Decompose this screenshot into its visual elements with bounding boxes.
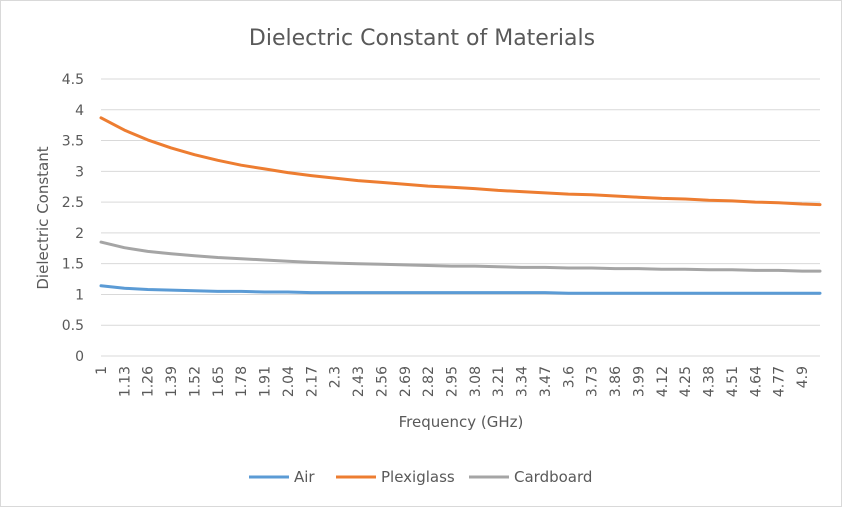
x-tick-label: 4.9	[795, 366, 811, 388]
y-axis-tick-labels: 0 0.5 1 1.5 2 2.5 3 3.5 4 4.5	[62, 72, 84, 365]
x-tick-label: 4.25	[678, 366, 694, 397]
x-tick-label: 1.52	[187, 366, 203, 397]
y-tick-label: 4	[75, 103, 84, 119]
y-tick-label: 0.5	[62, 318, 84, 334]
x-tick-label: 3.99	[631, 366, 647, 397]
x-tick-label: 1.26	[141, 366, 157, 397]
x-tick-label: 1	[94, 366, 110, 375]
x-tick-label: 2.43	[351, 366, 367, 397]
y-tick-label: 3.5	[62, 134, 84, 150]
x-tick-label: 2.04	[281, 366, 297, 397]
x-tick-label: 3.73	[585, 366, 601, 397]
x-axis-title: Frequency (GHz)	[399, 413, 524, 431]
series-line-plexiglass	[99, 116, 822, 207]
x-tick-label: 1.78	[234, 366, 250, 397]
x-tick-label: 3.08	[468, 366, 484, 397]
y-tick-label: 2	[75, 226, 84, 242]
x-tick-label: 1.39	[164, 366, 180, 397]
legend-label-plexiglass: Plexiglass	[381, 468, 455, 486]
x-tick-label: 3.86	[608, 366, 624, 397]
y-tick-label: 3	[75, 164, 84, 180]
x-tick-label: 1.13	[117, 366, 133, 397]
x-tick-label: 3.47	[538, 366, 554, 397]
x-tick-label: 3.6	[561, 366, 577, 388]
x-tick-label: 2.95	[445, 366, 461, 397]
y-tick-label: 1	[75, 287, 84, 303]
x-tick-label: 2.56	[374, 366, 390, 397]
x-tick-label: 2.17	[304, 366, 320, 397]
x-tick-label: 3.34	[515, 366, 531, 397]
x-tick-label: 4.51	[725, 366, 741, 397]
legend-label-air: Air	[294, 468, 315, 486]
x-tick-label: 2.3	[328, 366, 344, 388]
x-tick-label: 1.65	[211, 366, 227, 397]
legend-label-cardboard: Cardboard	[514, 468, 592, 486]
x-tick-label: 1.91	[258, 366, 274, 397]
series-line-air	[99, 284, 822, 295]
x-tick-label: 2.82	[421, 366, 437, 397]
y-axis-title: Dielectric Constant	[34, 146, 52, 289]
x-axis-tick-labels: 1 1.13 1.26 1.39 1.52 1.65 1.78 1.91 2.04 2.17 2.3…	[94, 366, 811, 397]
x-tick-label: 4.77	[772, 366, 788, 397]
y-tick-label: 1.5	[62, 257, 84, 273]
legend: Air Plexiglass Cardboard	[249, 468, 592, 486]
gridlines	[101, 78, 820, 357]
x-tick-label: 4.38	[702, 366, 718, 397]
y-tick-label: 2.5	[62, 195, 84, 211]
series-lines	[99, 116, 822, 295]
y-tick-label: 4.5	[62, 72, 84, 88]
series-line-cardboard	[99, 240, 822, 273]
x-tick-label: 3.21	[491, 366, 507, 397]
x-tick-label: 4.64	[748, 366, 764, 397]
x-tick-label: 2.69	[398, 366, 414, 397]
y-tick-label: 0	[75, 349, 84, 365]
x-tick-label: 4.12	[655, 366, 671, 397]
chart-title: Dielectric Constant of Materials	[249, 26, 595, 51]
